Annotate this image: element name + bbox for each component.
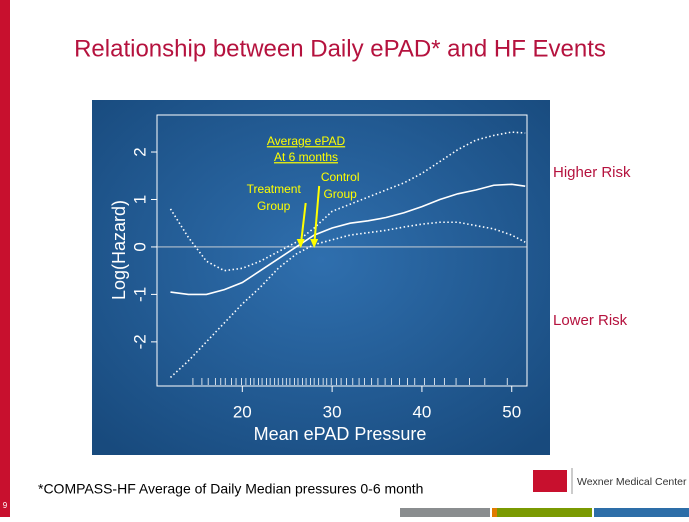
logo-mark bbox=[533, 470, 567, 492]
footer-bar bbox=[594, 508, 689, 517]
y-axis-label: Log(Hazard) bbox=[109, 200, 129, 300]
y-tick-label: 1 bbox=[130, 195, 149, 204]
annotation-arrow bbox=[313, 185, 321, 247]
lower-risk-label: Lower Risk bbox=[553, 312, 628, 329]
slide-number: 9 bbox=[3, 501, 8, 510]
y-tick-label: -2 bbox=[130, 334, 149, 349]
footnote: *COMPASS-HF Average of Daily Median pres… bbox=[38, 481, 423, 497]
slide-title: Relationship between Daily ePAD* and HF … bbox=[74, 35, 606, 62]
plot-frame bbox=[156, 114, 528, 387]
arrow-head bbox=[310, 238, 319, 248]
higher-risk-label: Higher Risk bbox=[553, 164, 631, 181]
x-tick-label: 20 bbox=[233, 402, 252, 421]
annotation: Average ePAD bbox=[267, 134, 346, 148]
series-line bbox=[170, 183, 526, 296]
annotation-arrow bbox=[299, 202, 307, 247]
series-line bbox=[169, 221, 526, 379]
annotation: Treatment bbox=[247, 182, 302, 196]
logo-text: Wexner Medical Center bbox=[577, 476, 687, 488]
y-tick-label: -1 bbox=[130, 287, 149, 302]
x-tick-label: 30 bbox=[323, 402, 342, 421]
footer-bar bbox=[400, 508, 490, 517]
arrow-head bbox=[296, 238, 305, 248]
y-tick-label: 2 bbox=[130, 147, 149, 156]
annotation: At 6 months bbox=[274, 150, 338, 164]
annotation: Group bbox=[257, 199, 291, 213]
annotation: Control bbox=[321, 170, 360, 184]
x-tick-label: 40 bbox=[412, 402, 431, 421]
chart-panel bbox=[92, 100, 550, 455]
series-line bbox=[169, 131, 526, 272]
side-bar bbox=[0, 0, 10, 517]
x-axis-label: Mean ePAD Pressure bbox=[254, 424, 427, 444]
footer-bar bbox=[497, 508, 592, 517]
y-tick-label: 0 bbox=[130, 242, 149, 251]
annotation: Group bbox=[323, 187, 357, 201]
x-tick-label: 50 bbox=[502, 402, 521, 421]
